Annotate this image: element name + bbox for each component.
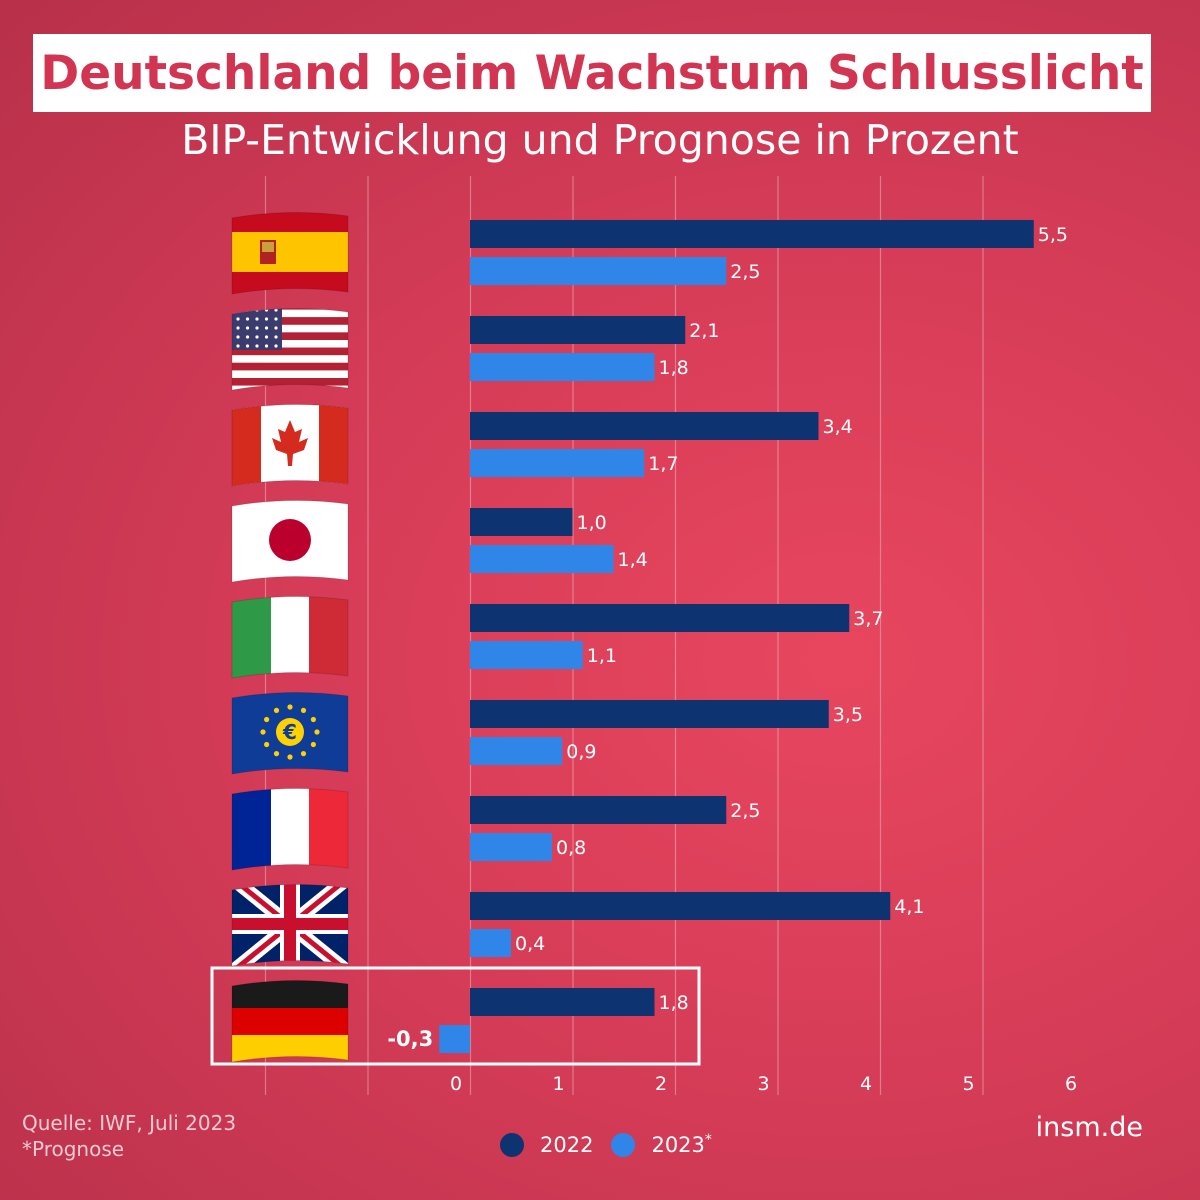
bar-2023-frankreich — [470, 833, 552, 861]
title-box: Deutschland beim Wachstum Schlusslicht — [33, 34, 1151, 112]
data-label: 1,8 — [659, 992, 689, 1014]
bar-2023-japan — [470, 545, 614, 573]
data-label: 3,7 — [853, 608, 883, 630]
highlight-box — [210, 966, 701, 1066]
data-label: 3,4 — [823, 416, 853, 438]
legend-item-2023: 2023* — [611, 1132, 712, 1157]
bar-2023-italien — [470, 641, 583, 669]
data-label: 1,1 — [587, 645, 617, 667]
data-label: 1,4 — [618, 549, 648, 571]
bar-2023-kanada — [470, 449, 645, 477]
data-label: 3,5 — [833, 704, 863, 726]
data-label: 1,7 — [648, 453, 678, 475]
bar-2022-kanada — [470, 412, 819, 440]
legend-dot-2023 — [611, 1132, 636, 1157]
data-label: 1,0 — [577, 512, 607, 534]
bar-2022-deutschland — [470, 988, 655, 1016]
flag-eu-icon: € — [231, 691, 349, 775]
flag-uk-icon — [231, 883, 349, 967]
bar-2022-japan — [470, 508, 573, 536]
legend: 2022 2023* — [500, 1132, 730, 1157]
data-label: 2,5 — [730, 800, 760, 822]
bar-2022-usa — [470, 316, 686, 344]
x-tick-label: 3 — [757, 1073, 769, 1095]
x-tick-label: 2 — [655, 1073, 667, 1095]
bar-2023-usa — [470, 353, 655, 381]
x-tick-label: 6 — [1065, 1073, 1077, 1095]
chart-title: Deutschland beim Wachstum Schlusslicht — [40, 45, 1144, 101]
footer-notes: Quelle: IWF, Juli 2023 *Prognose — [22, 1110, 236, 1162]
data-label: 2,5 — [730, 261, 760, 283]
data-label: 0,9 — [566, 741, 596, 763]
x-tick-label: 0 — [450, 1073, 462, 1095]
source-note: Quelle: IWF, Juli 2023 — [22, 1111, 237, 1135]
data-label: 5,5 — [1038, 224, 1068, 246]
legend-label-2022: 2022 — [540, 1133, 594, 1157]
bar-2022-eurozone — [470, 700, 829, 728]
flag-usa-icon — [231, 307, 349, 391]
flag-france-icon — [231, 787, 349, 871]
legend-dot-2022 — [500, 1132, 524, 1157]
bar-2023-vereinigtes-königreich — [470, 929, 511, 957]
flag-japan-icon — [231, 499, 349, 583]
svg-text:€: € — [282, 720, 297, 744]
bar-2022-spanien — [470, 220, 1034, 248]
bar-2022-italien — [470, 604, 850, 632]
flag-canada-icon — [231, 403, 349, 487]
data-label: -0,3 — [387, 1027, 433, 1051]
flag-spain-icon — [231, 211, 349, 295]
legend-item-2022: 2022 — [500, 1132, 593, 1157]
bar-2023-spanien — [470, 257, 727, 285]
bar-2022-frankreich — [470, 796, 727, 824]
x-tick-label: 4 — [860, 1073, 872, 1095]
chart-subtitle: BIP-Entwicklung und Prognose in Prozent — [181, 116, 1019, 164]
bar-2023-eurozone — [470, 737, 563, 765]
data-label: 0,4 — [515, 933, 545, 955]
x-tick-label: 1 — [552, 1073, 564, 1095]
flag-italy-icon — [231, 595, 349, 679]
footnote: *Prognose — [22, 1137, 125, 1161]
bar-2022-vereinigtes-königreich — [470, 892, 891, 920]
flag-germany-icon — [231, 979, 349, 1063]
bar-2023-deutschland — [439, 1025, 470, 1053]
brand-logo-text: insm.de — [1035, 1112, 1143, 1143]
data-label: 1,8 — [659, 357, 689, 379]
x-tick-label: 5 — [962, 1073, 974, 1095]
data-label: 0,8 — [556, 837, 586, 859]
data-label: 2,1 — [689, 320, 719, 342]
data-label: 4,1 — [894, 896, 924, 918]
legend-label-2023: 2023* — [651, 1132, 712, 1157]
